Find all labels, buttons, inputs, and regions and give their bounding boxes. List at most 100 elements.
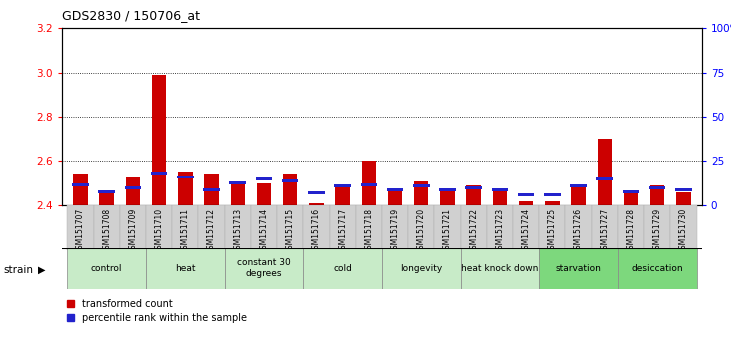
Bar (439, 188, 455, 191)
Bar (492, 188, 508, 191)
Bar (493, 188, 507, 205)
Text: GSM151712: GSM151712 (207, 207, 216, 253)
Bar (466, 186, 482, 189)
Bar (461, 205, 487, 250)
Bar (283, 174, 298, 205)
Bar (282, 179, 298, 182)
Bar (224, 205, 251, 250)
Bar (178, 172, 192, 205)
Bar (466, 185, 481, 205)
Bar (414, 181, 428, 205)
Text: GSM151709: GSM151709 (129, 207, 137, 254)
Bar (487, 205, 513, 250)
Bar (173, 205, 198, 250)
Text: heat: heat (175, 264, 196, 273)
Text: GSM151714: GSM151714 (260, 207, 268, 254)
Text: GSM151730: GSM151730 (679, 207, 688, 254)
Bar (152, 75, 167, 205)
Bar (649, 186, 665, 189)
Bar (597, 139, 612, 205)
Bar (308, 192, 325, 194)
Text: GSM151726: GSM151726 (574, 207, 583, 254)
Bar (545, 201, 559, 205)
Text: strain: strain (4, 265, 34, 275)
Text: ▶: ▶ (38, 265, 45, 275)
Text: starvation: starvation (556, 264, 602, 273)
Bar (618, 205, 644, 250)
Bar (670, 205, 697, 250)
Bar (67, 205, 94, 250)
Bar (440, 190, 455, 205)
Bar (67, 248, 146, 289)
Text: GSM151718: GSM151718 (364, 207, 374, 253)
Bar (230, 181, 246, 184)
Bar (596, 177, 613, 180)
Text: GSM151715: GSM151715 (286, 207, 295, 254)
Bar (461, 248, 539, 289)
Bar (120, 205, 146, 250)
Text: cold: cold (333, 264, 352, 273)
Bar (94, 205, 120, 250)
Text: GSM151713: GSM151713 (233, 207, 242, 254)
Bar (513, 205, 539, 250)
Bar (623, 190, 640, 193)
Bar (518, 193, 534, 196)
Bar (382, 248, 461, 289)
Bar (205, 174, 219, 205)
Bar (334, 184, 351, 187)
Text: GSM151724: GSM151724 (522, 207, 531, 254)
Text: GSM151720: GSM151720 (417, 207, 425, 254)
Bar (362, 161, 376, 205)
Bar (544, 193, 561, 196)
Bar (251, 205, 277, 250)
Bar (309, 203, 324, 205)
Bar (566, 205, 591, 250)
Bar (99, 190, 115, 193)
Bar (413, 184, 430, 187)
Bar (257, 183, 271, 205)
Bar (146, 248, 224, 289)
Bar (675, 188, 692, 191)
Bar (177, 176, 194, 178)
Bar (388, 190, 402, 205)
Bar (336, 185, 350, 205)
Bar (591, 205, 618, 250)
Bar (73, 174, 88, 205)
Text: longevity: longevity (400, 264, 442, 273)
Text: GSM151729: GSM151729 (653, 207, 662, 254)
Bar (360, 183, 377, 185)
Bar (676, 192, 691, 205)
Text: GDS2830 / 150706_at: GDS2830 / 150706_at (62, 9, 200, 22)
Legend: transformed count, percentile rank within the sample: transformed count, percentile rank withi… (67, 299, 246, 322)
Bar (124, 186, 141, 189)
Bar (303, 205, 330, 250)
Bar (572, 185, 586, 205)
Bar (618, 248, 697, 289)
Text: desiccation: desiccation (632, 264, 683, 273)
Bar (539, 205, 566, 250)
Bar (650, 185, 664, 205)
Bar (519, 201, 534, 205)
Bar (539, 248, 618, 289)
Text: GSM151708: GSM151708 (102, 207, 111, 254)
Text: GSM151707: GSM151707 (76, 207, 85, 254)
Bar (203, 188, 220, 191)
Bar (151, 172, 167, 175)
Text: GSM151710: GSM151710 (155, 207, 164, 254)
Bar (126, 177, 140, 205)
Bar (356, 205, 382, 250)
Bar (434, 205, 461, 250)
Bar (277, 205, 303, 250)
Text: GSM151717: GSM151717 (338, 207, 347, 254)
Bar (408, 205, 434, 250)
Text: GSM151719: GSM151719 (390, 207, 400, 254)
Bar (224, 248, 303, 289)
Text: control: control (91, 264, 123, 273)
Bar (230, 183, 245, 205)
Bar (387, 188, 404, 191)
Text: GSM151727: GSM151727 (600, 207, 609, 254)
Text: GSM151721: GSM151721 (443, 207, 452, 253)
Bar (330, 205, 356, 250)
Bar (303, 248, 382, 289)
Text: GSM151722: GSM151722 (469, 207, 478, 253)
